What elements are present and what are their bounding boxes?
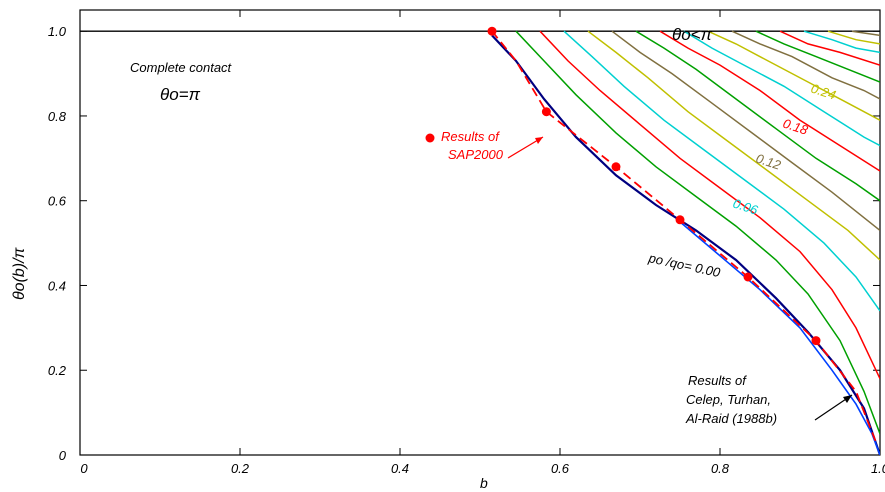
sap-annotation-line1: Results of (441, 129, 500, 144)
complete-contact-label: Complete contact (130, 60, 233, 75)
series-line (803, 30, 880, 54)
y-tick-label: 1.0 (48, 24, 67, 39)
x-tick-label: 0.4 (391, 461, 409, 476)
plot-area (79, 9, 881, 456)
sap-point (811, 336, 821, 346)
sap-point (743, 272, 753, 282)
y-tick-label: 0.8 (48, 109, 67, 124)
x-tick-label: 0 (80, 461, 88, 476)
theta-lt-pi-label: θo<π (672, 25, 713, 44)
y-axis-label: θo(b)/π (11, 247, 28, 300)
celep-annotation-line2: Celep, Turhan, (686, 392, 771, 407)
series-line (587, 30, 880, 261)
series-line (659, 30, 880, 172)
sap-legend-marker (425, 133, 435, 143)
series-line (707, 30, 880, 121)
series-line (755, 30, 880, 83)
celep-series-line (679, 221, 880, 455)
series-line (515, 30, 880, 435)
series-line (683, 30, 880, 147)
series-line (635, 30, 880, 202)
series-line (827, 30, 880, 45)
series-line (539, 30, 880, 380)
sap-point (611, 162, 621, 172)
series-line (731, 30, 880, 100)
celep-arrow-head (843, 395, 852, 403)
celep-annotation-line3: Al-Raid (1988b) (685, 411, 777, 426)
series-line (779, 30, 880, 66)
x-tick-label: 0.6 (551, 461, 570, 476)
x-tick-label: 0.2 (231, 461, 250, 476)
celep-annotation-line1: Results of (688, 373, 747, 388)
theta-pi-label: θo=π (160, 85, 201, 104)
ticks: 0 0.2 0.4 0.6 0.8 1.0 0 0.2 0.4 0.6 0.8 1.0 (48, 10, 885, 476)
curve-label-0.24: 0.24 (809, 81, 838, 103)
series-line (611, 30, 880, 231)
x-tick-label: 1.0 (871, 461, 885, 476)
sap-point (675, 215, 685, 225)
series-line (851, 30, 880, 37)
y-tick-label: 0 (59, 448, 67, 463)
y-tick-label: 0.4 (48, 278, 66, 293)
sap-arrow-head (535, 137, 543, 144)
sap-point (541, 107, 551, 117)
y-tick-label: 0.6 (48, 194, 67, 209)
x-axis-label: b (480, 475, 488, 491)
series-line (563, 30, 880, 312)
series-line-base (491, 34, 880, 455)
marks (487, 26, 821, 346)
sap-annotation-line2: SAP2000 (448, 147, 504, 162)
y-tick-label: 0.2 (48, 363, 67, 378)
x-tick-label: 0.8 (711, 461, 730, 476)
sap-point (487, 26, 497, 36)
